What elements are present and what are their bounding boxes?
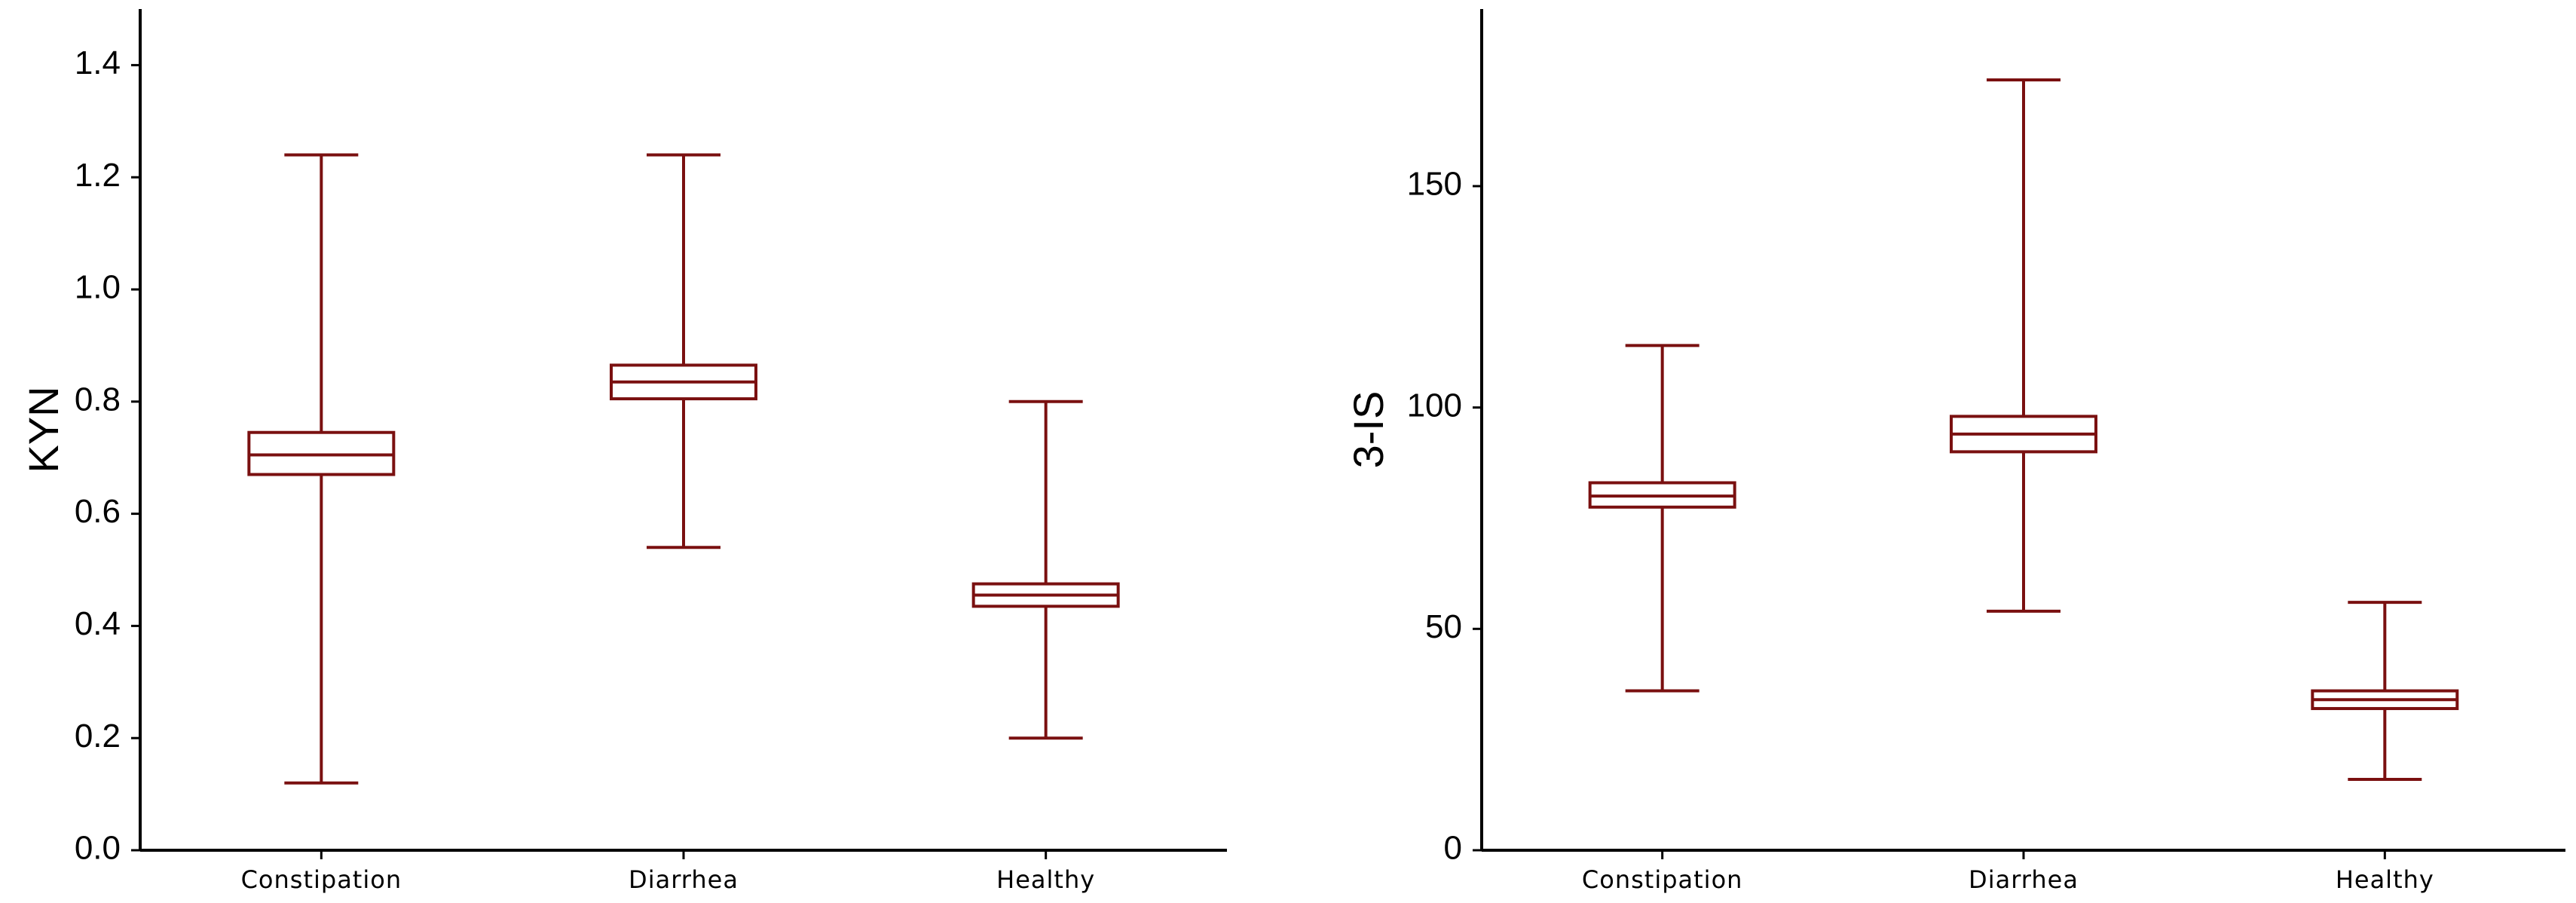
- y-tick-label: 100: [1407, 387, 1462, 424]
- y-tick-label: 1.4: [75, 44, 121, 81]
- 3is-box-healthy: [2311, 601, 2459, 782]
- kyn-box-diarrhea: [610, 153, 757, 549]
- 3is-box-diarrhea: [1950, 78, 2097, 613]
- y-tick-label: 0.6: [75, 493, 121, 530]
- x-tick-label: Healthy: [996, 865, 1095, 894]
- x-tick-label: Diarrhea: [629, 865, 739, 894]
- y-tick-label: 0.4: [75, 605, 121, 642]
- x-tick-label: Constipation: [241, 865, 402, 894]
- 3is-box-constipation: [1588, 344, 1736, 693]
- x-tick-label: Healthy: [2336, 865, 2434, 894]
- x-tick-label: Constipation: [1582, 865, 1743, 894]
- y-tick-label: 0.2: [75, 718, 121, 755]
- y-tick-label: 1.2: [75, 157, 121, 194]
- y-tick-label: 0.8: [75, 381, 121, 418]
- y-tick-label: 50: [1425, 608, 1462, 645]
- y-tick-label: 150: [1407, 166, 1462, 203]
- y-tick-label: 0.0: [75, 830, 121, 867]
- kyn-box-healthy: [971, 399, 1120, 740]
- 3is-boxplot-panel: 0 50 100 150 3-IS Constipation Diarrhea Healthy: [1345, 9, 2565, 894]
- y-tick-label: 0: [1444, 830, 1462, 867]
- x-tick-label: Diarrhea: [1969, 865, 2079, 894]
- y-axis-title: 3-IS: [1345, 391, 1392, 469]
- kyn-boxplot-panel: 0.0 0.2 0.4 0.6 0.8 1.0 1.2 1.4 KYN Constipation D…: [20, 9, 1227, 894]
- y-tick-label: 1.0: [75, 269, 121, 306]
- kyn-box-constipation: [247, 153, 396, 785]
- y-axis-title: KYN: [20, 386, 67, 473]
